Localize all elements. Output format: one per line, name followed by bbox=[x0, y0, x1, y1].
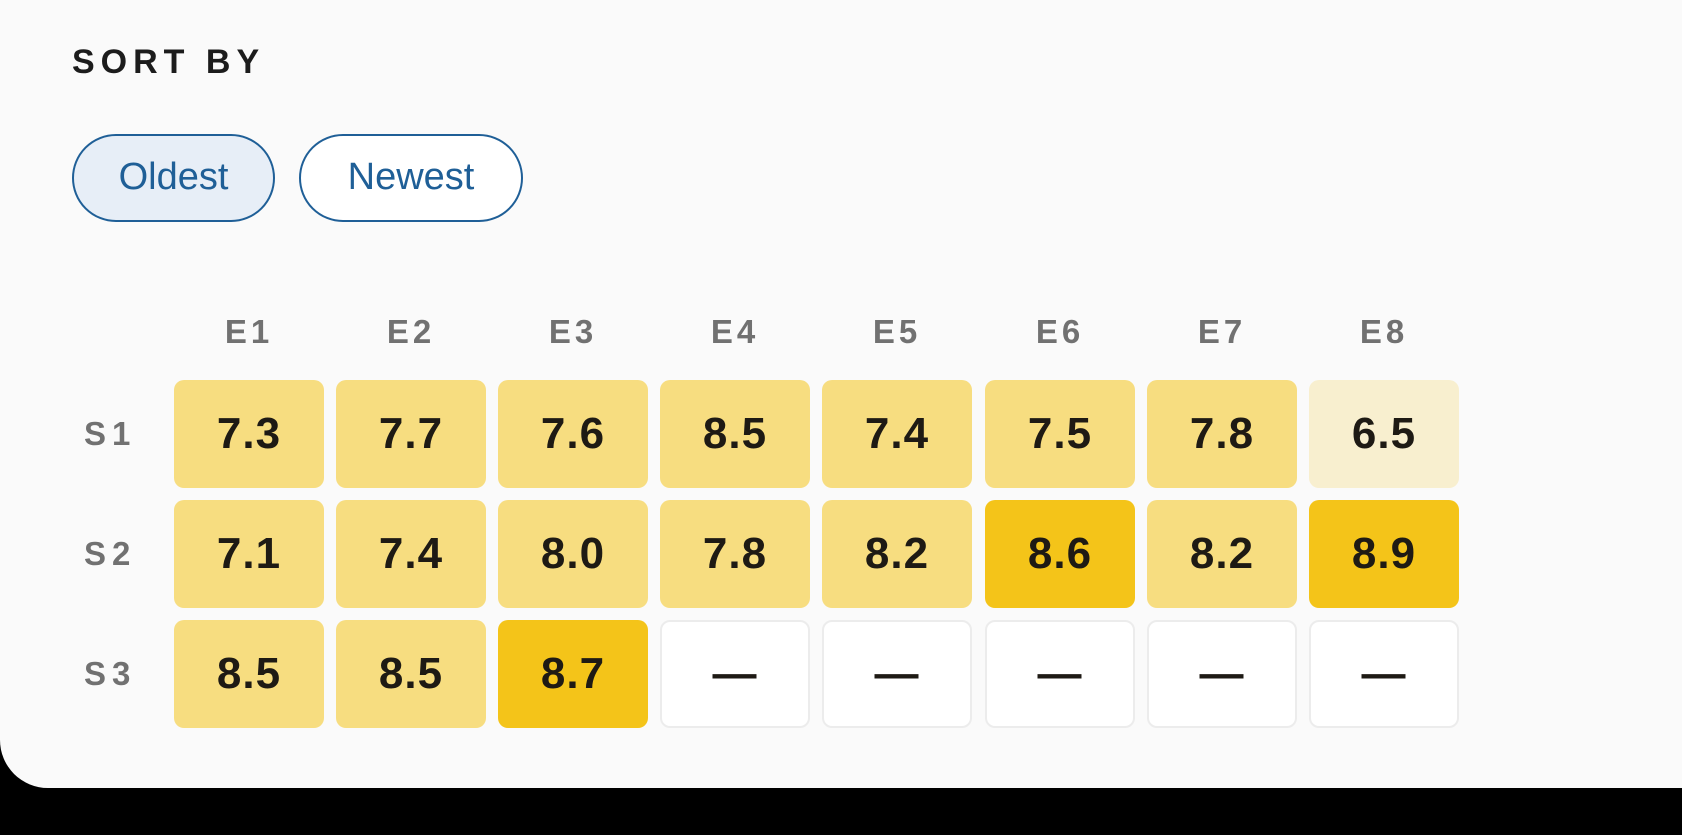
episode-rating-cell[interactable]: 7.4 bbox=[336, 500, 486, 608]
episode-rating-cell[interactable]: 8.7 bbox=[498, 620, 648, 728]
episode-rating-cell[interactable]: 8.5 bbox=[174, 620, 324, 728]
episode-rating-cell[interactable]: 7.8 bbox=[1147, 380, 1297, 488]
episode-column-header: E5 bbox=[872, 313, 922, 350]
episode-rating-cell[interactable]: 7.8 bbox=[660, 500, 810, 608]
episode-rating-cell[interactable]: 7.5 bbox=[985, 380, 1135, 488]
episode-column-header: E7 bbox=[1197, 313, 1247, 350]
episode-rating-cell[interactable]: 8.5 bbox=[336, 620, 486, 728]
episode-rating-cell-empty: — bbox=[985, 620, 1135, 728]
episode-rating-cell[interactable]: 8.9 bbox=[1309, 500, 1459, 608]
episode-column-header: E2 bbox=[386, 313, 436, 350]
episode-rating-cell[interactable]: 7.4 bbox=[822, 380, 972, 488]
episode-rating-cell[interactable]: 7.3 bbox=[174, 380, 324, 488]
sort-oldest-chip[interactable]: Oldest bbox=[72, 134, 275, 222]
ratings-panel: SORT BY Oldest Newest E1 E2 E3 E4 E5 E6 E7 E8 S1… bbox=[0, 0, 1682, 788]
episode-rating-cell[interactable]: 8.2 bbox=[1147, 500, 1297, 608]
episode-rating-cell[interactable]: 8.0 bbox=[498, 500, 648, 608]
episode-rating-cell[interactable]: 8.6 bbox=[985, 500, 1135, 608]
episode-rating-cell-empty: — bbox=[1309, 620, 1459, 728]
episode-rating-cell[interactable]: 7.1 bbox=[174, 500, 324, 608]
episode-column-header: E4 bbox=[710, 313, 760, 350]
sort-by-heading: SORT BY bbox=[72, 43, 266, 81]
episode-rating-cell[interactable]: 6.5 bbox=[1309, 380, 1459, 488]
episode-column-header: E1 bbox=[224, 313, 274, 350]
season-row-header: S2 bbox=[84, 535, 137, 572]
season-row-header: S3 bbox=[84, 655, 137, 692]
sort-newest-chip[interactable]: Newest bbox=[299, 134, 523, 222]
episode-rating-cell[interactable]: 7.7 bbox=[336, 380, 486, 488]
episode-column-header: E3 bbox=[548, 313, 598, 350]
episode-rating-cell[interactable]: 7.6 bbox=[498, 380, 648, 488]
episode-rating-cell-empty: — bbox=[660, 620, 810, 728]
episode-rating-cell[interactable]: 8.2 bbox=[822, 500, 972, 608]
season-row-header: S1 bbox=[84, 415, 137, 452]
episode-rating-cell-empty: — bbox=[1147, 620, 1297, 728]
episode-column-header: E6 bbox=[1035, 313, 1085, 350]
episode-rating-cell-empty: — bbox=[822, 620, 972, 728]
episode-rating-cell[interactable]: 8.5 bbox=[660, 380, 810, 488]
episode-column-header: E8 bbox=[1359, 313, 1409, 350]
